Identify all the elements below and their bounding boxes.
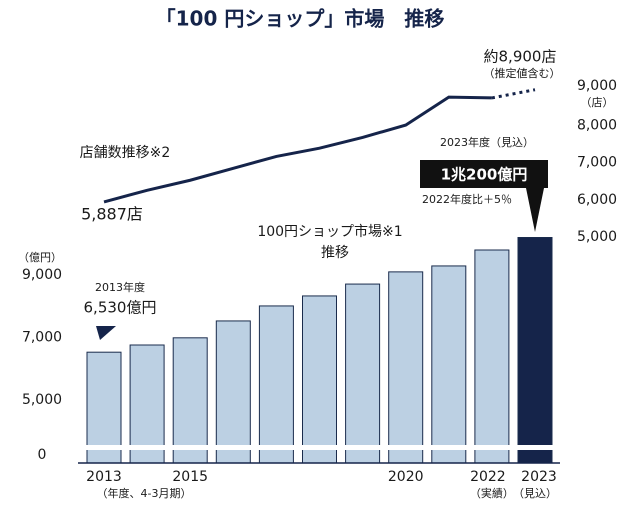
bar	[258, 305, 294, 464]
bar	[388, 271, 424, 464]
bar	[215, 320, 251, 464]
callout-arrow	[96, 326, 116, 340]
x-tick-label: 2013	[86, 469, 122, 485]
bar	[517, 237, 553, 464]
x-tick-note: （見込）	[513, 487, 557, 500]
axis-break	[78, 445, 562, 450]
y-tick-label: 0	[38, 447, 47, 463]
y-tick-label: 5,000	[22, 392, 62, 408]
y2-tick-label: 7,000	[577, 155, 617, 171]
y-unit: （億円）	[18, 251, 62, 264]
x-tick-note: （年度、4-3月期）	[97, 486, 192, 500]
annotation: 2013年度	[95, 280, 145, 294]
bar-name-line2: 推移	[321, 245, 349, 261]
y-tick-label: 9,000	[22, 267, 62, 283]
bar	[302, 295, 337, 464]
bar-name: 100円ショップ市場※1	[257, 223, 402, 240]
value-label: 5,887店	[81, 205, 143, 224]
line-name: 店舗数推移※2	[80, 145, 171, 161]
chart-title: 「100 円ショップ」市場 推移	[156, 7, 445, 31]
x-tick-label: 2022	[470, 469, 506, 485]
bar	[172, 337, 208, 464]
annotation: 2023年度（見込）	[440, 135, 534, 149]
y2-tick-label: 6,000	[577, 192, 617, 208]
value-label: 約8,900店	[484, 48, 557, 66]
y2-tick-label: 9,000	[577, 78, 617, 94]
bar	[431, 265, 467, 464]
x-tick-label: 2015	[172, 469, 208, 485]
line-projection	[491, 88, 536, 100]
bar	[345, 283, 381, 464]
callout-box	[420, 160, 548, 188]
x-tick-note: （実績）	[470, 486, 514, 500]
bar	[86, 351, 122, 464]
line	[103, 95, 492, 204]
annotation: 2022年度比＋5％	[422, 192, 512, 206]
y2-unit: （店）	[581, 95, 614, 109]
callout-arrow	[526, 188, 544, 232]
y2-tick-label: 8,000	[577, 117, 617, 133]
x-tick-label: 2023	[521, 469, 557, 485]
x-tick-label: 2020	[388, 469, 424, 485]
y2-tick-label: 5,000	[577, 229, 617, 245]
bar	[129, 344, 165, 464]
annotation: （推定値含む）	[484, 66, 561, 80]
y-tick-label: 7,000	[22, 330, 62, 346]
value-label: 6,530億円	[84, 299, 157, 317]
value-label: 1兆200億円	[441, 166, 528, 184]
bar	[474, 249, 510, 464]
